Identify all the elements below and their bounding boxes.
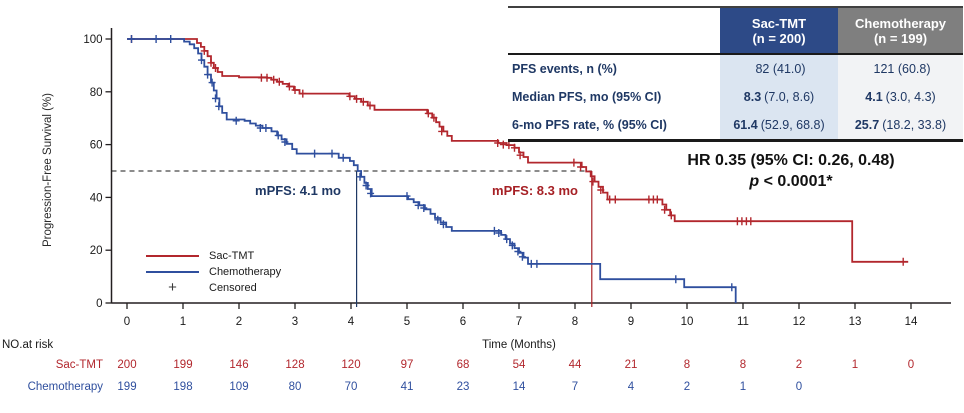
at-risk-value: 2 — [683, 381, 691, 393]
x-tick-label: 7 — [516, 316, 522, 328]
6mo-pfs-chemo-value: 25.7 (18.2, 33.8) — [838, 111, 963, 139]
legend-item-chemotherapy: Chemotherapy — [146, 264, 281, 280]
y-tick-label: 0 — [96, 298, 102, 310]
at-risk-value: 4 — [627, 381, 635, 393]
at-risk-value: 128 — [285, 359, 305, 371]
pfs-events-sac-value: 82 (41.0) — [720, 55, 838, 83]
x-tick-label: 10 — [681, 316, 694, 328]
x-tick-label: 5 — [404, 316, 410, 328]
x-tick-label: 9 — [628, 316, 634, 328]
at-risk-value: 109 — [229, 381, 249, 393]
at-risk-value: 146 — [229, 359, 249, 371]
at-risk-value: 70 — [344, 381, 358, 393]
legend-label-sac-tmt: Sac-TMT — [209, 250, 255, 262]
mpfs-chemotherapy-annotation: mPFS: 4.1 mo — [255, 183, 341, 198]
x-axis-label: Time (Months) — [482, 339, 556, 351]
at-risk-value: 21 — [624, 359, 638, 371]
median-pfs-chemo-value: 4.1 (3.0, 4.3) — [838, 83, 963, 111]
y-tick-label: 40 — [90, 192, 103, 204]
legend: Sac-TMT Chemotherapy + Censored — [146, 248, 281, 296]
at-risk-value: 23 — [456, 381, 470, 393]
x-tick-label: 13 — [849, 316, 862, 328]
legend-item-sac-tmt: Sac-TMT — [146, 248, 281, 264]
at-risk-value: 54 — [512, 359, 526, 371]
y-tick-label: 20 — [90, 245, 103, 257]
legend-item-censored: + Censored — [146, 280, 281, 296]
hazard-ratio-text: HR 0.35 (95% CI: 0.26, 0.48) — [687, 152, 895, 169]
x-tick-label: 14 — [905, 316, 918, 328]
at-risk-value: 14 — [512, 381, 526, 393]
at-risk-value: 80 — [288, 381, 302, 393]
at-risk-value: 120 — [341, 359, 361, 371]
at-risk-value: 8 — [683, 359, 691, 371]
x-tick-label: 8 — [572, 316, 578, 328]
at-risk-value: 199 — [117, 381, 137, 393]
at-risk-value: 199 — [173, 359, 193, 371]
at-risk-value: 7 — [571, 381, 579, 393]
pfs-summary-table: Sac-TMT (n = 200) Chemotherapy (n = 199)… — [508, 6, 963, 142]
6mo-pfs-sac-value: 61.4 (52.9, 68.8) — [720, 111, 838, 139]
chemotherapy-line-swatch — [146, 271, 199, 273]
at-risk-value: 8 — [739, 359, 747, 371]
at-risk-value: 68 — [456, 359, 470, 371]
x-tick-label: 6 — [460, 316, 466, 328]
at-risk-value: 200 — [117, 359, 137, 371]
number-at-risk-title: NO.at risk — [2, 339, 54, 351]
censored-plus-icon: + — [168, 279, 177, 296]
legend-label-chemotherapy: Chemotherapy — [209, 266, 282, 278]
axes — [110, 28, 951, 304]
hazard-ratio-block: HR 0.35 (95% CI: 0.26, 0.48) p < 0.0001* — [618, 150, 964, 192]
x-tick-label: 3 — [292, 316, 298, 328]
at-risk-row-label-sac-tmt: Sac-TMT — [55, 359, 103, 371]
x-tick-label: 0 — [124, 316, 130, 328]
pfs-events-chemo-value: 121 (60.8) — [838, 55, 963, 83]
y-tick-label: 100 — [83, 34, 102, 46]
at-risk-row-label-chemotherapy: Chemotherapy — [27, 381, 103, 393]
survival-curve-chemotherapy — [127, 38, 737, 303]
mpfs-sac-tmt-annotation: mPFS: 8.3 mo — [492, 183, 578, 198]
row-label-6mo-pfs-rate: 6-mo PFS rate, % (95% CI) — [512, 118, 667, 132]
censor-marks-chemotherapy — [128, 35, 736, 292]
at-risk-value: 44 — [568, 359, 582, 371]
x-tick-label: 2 — [236, 316, 242, 328]
table-header-sac-tmt: Sac-TMT (n = 200) — [720, 8, 838, 55]
table-corner-cell — [508, 8, 720, 55]
x-tick-label: 4 — [348, 316, 355, 328]
at-risk-value: 97 — [400, 359, 414, 371]
y-axis-label: Progression-Free Survival (%) — [42, 93, 54, 248]
x-tick-label: 11 — [737, 316, 749, 328]
at-risk-value: 41 — [400, 381, 414, 393]
sac-tmt-line-swatch — [146, 255, 199, 257]
p-value-text: p < 0.0001* — [749, 173, 833, 190]
at-risk-value: 0 — [795, 381, 803, 393]
at-risk-value: 2 — [795, 359, 803, 371]
at-risk-value: 198 — [173, 381, 193, 393]
table-header-chemotherapy: Chemotherapy (n = 199) — [838, 8, 963, 55]
legend-label-censored: Censored — [209, 282, 257, 294]
y-tick-label: 80 — [90, 87, 103, 99]
at-risk-value: 0 — [907, 359, 915, 371]
y-tick-label: 60 — [90, 140, 103, 152]
at-risk-value: 1 — [739, 381, 747, 393]
x-tick-label: 12 — [793, 316, 806, 328]
at-risk-value: 1 — [851, 359, 859, 371]
row-label-median-pfs: Median PFS, mo (95% CI) — [512, 90, 662, 104]
median-pfs-sac-value: 8.3 (7.0, 8.6) — [720, 83, 838, 111]
x-tick-label: 1 — [180, 316, 186, 328]
row-label-pfs-events: PFS events, n (%) — [512, 62, 617, 76]
